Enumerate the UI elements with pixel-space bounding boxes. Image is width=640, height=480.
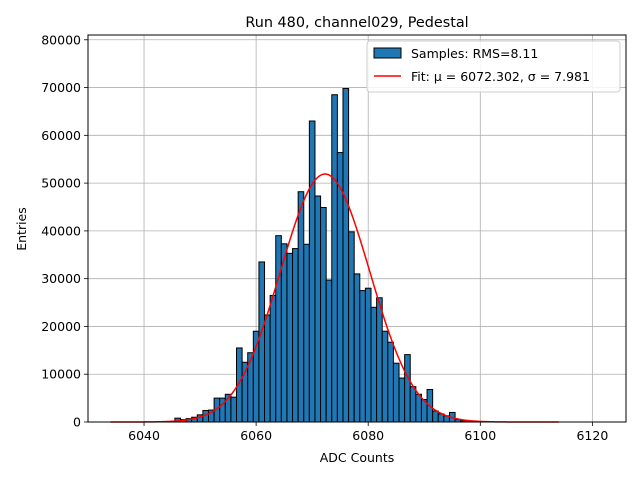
y-axis-ticks: 0 10000 20000 30000 40000 50000 60000 70000 8000… [41, 32, 88, 430]
histogram-bar [308, 120, 316, 423]
histogram-bar [376, 297, 383, 423]
histogram-bar [286, 252, 294, 423]
y-tick-label: 0 [73, 415, 81, 430]
histogram-bar [387, 341, 394, 423]
x-tick-label: 6100 [464, 428, 496, 443]
histogram-bar [230, 396, 238, 423]
histogram-bar [409, 386, 417, 423]
legend-label-fit: Fit: μ = 6072.302, σ = 7.981 [411, 69, 590, 84]
chart-title: Run 480, channel029, Pedestal [245, 15, 468, 31]
histogram-bar [258, 261, 266, 423]
x-tick-label: 6060 [240, 428, 272, 443]
x-axis-label: ADC Counts [320, 450, 395, 465]
plot-frame [87, 34, 627, 423]
histogram-bar [353, 273, 361, 423]
y-tick-label: 40000 [41, 223, 81, 238]
legend-label-samples: Samples: RMS=8.11 [411, 46, 538, 61]
histogram-bar [292, 248, 299, 423]
y-tick-label: 80000 [41, 32, 81, 47]
x-tick-label: 6080 [352, 428, 384, 443]
y-tick-label: 60000 [41, 128, 81, 143]
histogram-bar [275, 235, 282, 423]
histogram-bar [331, 94, 338, 423]
histogram-bar [297, 191, 305, 423]
histogram-bar [303, 243, 310, 423]
y-tick-label: 50000 [41, 176, 81, 191]
histogram-bar [381, 330, 389, 423]
legend-swatch-samples [373, 47, 402, 59]
histogram-bar [404, 354, 411, 423]
histogram-bar [325, 279, 333, 423]
y-tick-label: 30000 [41, 271, 81, 286]
histogram-bar [269, 294, 277, 423]
histogram-bar [432, 410, 439, 423]
x-tick-label: 6120 [576, 428, 608, 443]
y-tick-label: 70000 [41, 80, 81, 95]
histogram-bar [398, 377, 406, 423]
legend-box [366, 40, 621, 93]
histogram-bar [264, 314, 271, 423]
histogram-bar [415, 393, 422, 423]
y-axis-label: Entries [14, 207, 29, 251]
histogram-bar [314, 195, 322, 423]
y-tick-label: 20000 [41, 319, 81, 334]
histogram-bar [342, 88, 350, 423]
histogram-bar [370, 306, 378, 423]
histogram-bar [359, 290, 366, 423]
histogram-bar [392, 362, 400, 423]
histogram-bar [280, 243, 288, 423]
legend: Samples: RMS=8.11 Fit: μ = 6072.302, σ =… [366, 40, 621, 93]
histogram-bar [348, 231, 355, 423]
x-axis-ticks: 6040 6060 6080 6100 6120 [128, 422, 608, 443]
histogram-bar [320, 206, 327, 423]
histogram-bar [364, 287, 372, 423]
y-tick-label: 10000 [41, 367, 81, 382]
x-tick-label: 6040 [128, 428, 160, 443]
